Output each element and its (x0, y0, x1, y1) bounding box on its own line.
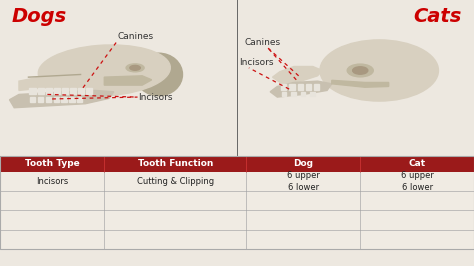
Polygon shape (19, 70, 104, 90)
Bar (62, 97, 67, 102)
Text: Incisors: Incisors (239, 58, 274, 67)
Bar (0, 0, 474, 156)
Ellipse shape (126, 64, 144, 72)
Ellipse shape (130, 65, 140, 70)
Bar (86, 88, 92, 94)
Bar (70, 88, 76, 94)
Ellipse shape (135, 53, 182, 96)
Bar (104, 156, 246, 172)
Polygon shape (9, 90, 114, 108)
Text: Tooth Type: Tooth Type (25, 159, 80, 168)
Text: 6 upper
6 lower: 6 upper 6 lower (401, 171, 434, 192)
Bar (246, 191, 360, 210)
Bar (281, 84, 286, 90)
Bar (54, 97, 59, 102)
Bar (246, 156, 360, 172)
Bar (77, 97, 82, 102)
Bar (54, 88, 60, 94)
Bar (360, 172, 474, 191)
Bar (246, 210, 360, 230)
Bar (46, 88, 52, 94)
Bar (69, 97, 74, 102)
Text: Cats: Cats (414, 7, 462, 26)
Bar (62, 88, 68, 94)
Polygon shape (273, 66, 322, 84)
Bar (104, 210, 246, 230)
Bar (314, 84, 319, 90)
Bar (360, 156, 474, 172)
Text: 6 upper
6 lower: 6 upper 6 lower (287, 171, 320, 192)
Bar (0, 191, 104, 210)
Text: Dog: Dog (293, 159, 313, 168)
Bar (310, 92, 315, 96)
Bar (0, 156, 104, 172)
Bar (246, 230, 360, 249)
Text: Cutting & Clipping: Cutting & Clipping (137, 177, 214, 186)
Text: Canines: Canines (117, 32, 153, 41)
Bar (360, 230, 474, 249)
Bar (0, 230, 104, 249)
Ellipse shape (347, 64, 374, 77)
Text: Dogs: Dogs (12, 7, 67, 26)
Ellipse shape (320, 40, 438, 101)
Bar (46, 97, 51, 102)
Bar (298, 84, 303, 90)
Bar (0, 156, 474, 249)
Text: Tooth Function: Tooth Function (137, 159, 213, 168)
Bar (246, 172, 360, 191)
Ellipse shape (38, 45, 170, 96)
Ellipse shape (390, 51, 430, 88)
Bar (306, 84, 311, 90)
Bar (289, 84, 294, 90)
Text: Canines: Canines (244, 38, 280, 47)
Bar (104, 191, 246, 210)
Bar (0, 210, 104, 230)
Text: Incisors: Incisors (138, 93, 173, 102)
Bar (38, 97, 43, 102)
Bar (282, 92, 286, 96)
Bar (29, 88, 36, 94)
Text: Incisors: Incisors (36, 177, 68, 186)
Bar (37, 88, 44, 94)
Bar (360, 191, 474, 210)
Bar (0, 172, 104, 191)
Bar (301, 92, 305, 96)
Bar (104, 172, 246, 191)
Polygon shape (270, 81, 332, 97)
Bar (291, 92, 296, 96)
Ellipse shape (353, 67, 368, 74)
Bar (360, 210, 474, 230)
Bar (30, 97, 35, 102)
Bar (78, 88, 84, 94)
Bar (104, 230, 246, 249)
Polygon shape (332, 80, 389, 87)
Polygon shape (104, 76, 152, 85)
Text: Cat: Cat (409, 159, 426, 168)
